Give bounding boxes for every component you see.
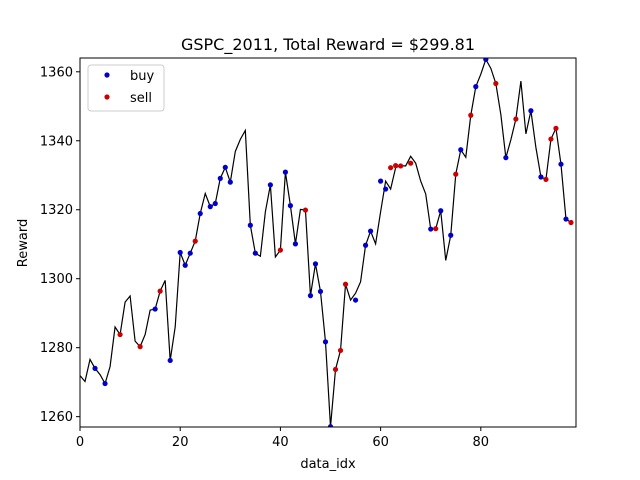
buy-point bbox=[177, 249, 183, 256]
x-axis-label: data_idx bbox=[300, 457, 356, 472]
sell-point bbox=[543, 176, 549, 182]
sell-point bbox=[468, 112, 474, 118]
buy-point bbox=[317, 288, 324, 295]
buy-point bbox=[327, 424, 334, 427]
buy-point bbox=[352, 297, 359, 303]
y-axis-label: Reward bbox=[16, 219, 31, 267]
buy-point bbox=[182, 262, 188, 268]
sell-point bbox=[568, 219, 574, 226]
sell-point bbox=[192, 238, 198, 244]
sell-point bbox=[337, 347, 344, 354]
buy-point bbox=[307, 293, 314, 299]
buy-point bbox=[538, 174, 544, 180]
buy-point bbox=[558, 161, 564, 167]
buy-point bbox=[458, 147, 464, 153]
y-axis: 1260 1280 1300 1320 1340 1360 bbox=[40, 65, 80, 425]
sell-point bbox=[398, 163, 404, 169]
buy-point bbox=[503, 155, 509, 161]
plot-area bbox=[80, 58, 574, 427]
y-tick-label: 1360 bbox=[40, 65, 73, 80]
buy-point bbox=[197, 210, 203, 217]
buy-point bbox=[563, 216, 569, 222]
sell-point bbox=[388, 165, 394, 171]
chart-title: GSPC_2011, Total Reward = $299.81 bbox=[181, 35, 475, 55]
sell-point bbox=[433, 226, 439, 232]
sell-point bbox=[137, 344, 143, 350]
buy-point bbox=[378, 178, 384, 184]
buy-point bbox=[247, 222, 253, 228]
sell-point bbox=[157, 288, 163, 294]
buy-point bbox=[438, 208, 444, 214]
legend: buy sell bbox=[87, 64, 165, 112]
buy-point bbox=[383, 186, 389, 192]
buy-point bbox=[252, 250, 258, 256]
buy-point bbox=[92, 365, 98, 371]
buy-point bbox=[287, 203, 294, 209]
buy-point bbox=[362, 242, 369, 248]
buy-point bbox=[428, 226, 434, 232]
buy-point bbox=[282, 169, 289, 175]
y-tick-label: 1260 bbox=[40, 410, 73, 425]
buy-point bbox=[292, 241, 299, 247]
sell-point bbox=[277, 247, 283, 253]
buy-point bbox=[322, 339, 329, 345]
buy-point bbox=[312, 261, 319, 267]
buy-point bbox=[217, 175, 223, 181]
y-tick-label: 1300 bbox=[40, 272, 73, 287]
sell-point bbox=[453, 171, 459, 177]
sell-point bbox=[548, 136, 554, 142]
buy-point bbox=[212, 200, 218, 207]
y-tick-label: 1280 bbox=[40, 341, 73, 356]
legend-sell-label: sell bbox=[130, 91, 152, 106]
axes-frame bbox=[79, 57, 577, 428]
buy-point bbox=[267, 182, 273, 188]
sell-point bbox=[493, 80, 499, 87]
x-tick-label: 0 bbox=[76, 435, 84, 450]
x-tick-label: 60 bbox=[372, 435, 389, 450]
x-tick-label: 40 bbox=[272, 435, 289, 450]
sell-point bbox=[302, 207, 309, 213]
x-axis: 0 20 40 60 80 bbox=[76, 427, 489, 450]
sell-point bbox=[342, 281, 349, 287]
buy-point bbox=[167, 357, 173, 364]
buy-point bbox=[528, 108, 534, 114]
x-tick-label: 80 bbox=[473, 435, 490, 450]
buy-point bbox=[473, 84, 479, 90]
buy-point bbox=[152, 306, 158, 312]
y-tick-label: 1320 bbox=[40, 203, 73, 218]
legend-buy-marker bbox=[104, 72, 110, 78]
x-tick-label: 20 bbox=[172, 435, 189, 450]
buy-point bbox=[187, 250, 193, 256]
legend-buy-label: buy bbox=[130, 69, 154, 84]
buy-point bbox=[227, 179, 233, 185]
sell-point bbox=[553, 125, 559, 131]
buy-point bbox=[102, 380, 108, 387]
buy-point bbox=[367, 228, 374, 234]
y-tick-label: 1340 bbox=[40, 134, 73, 149]
buy-point bbox=[483, 58, 489, 62]
sell-point bbox=[117, 331, 123, 338]
buy-point bbox=[222, 164, 228, 170]
sell-point bbox=[408, 160, 414, 166]
sell-point bbox=[332, 366, 339, 373]
sell-point bbox=[513, 116, 519, 122]
sell-point bbox=[393, 163, 399, 169]
buy-point bbox=[207, 204, 213, 210]
legend-sell-marker bbox=[104, 94, 110, 100]
buy-point bbox=[448, 232, 454, 238]
